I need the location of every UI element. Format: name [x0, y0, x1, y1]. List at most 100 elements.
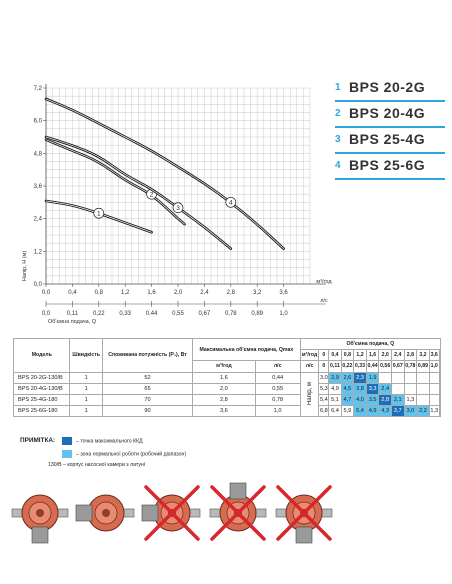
motor-housing	[31, 526, 49, 544]
legend-label: BPS 20-2G	[349, 79, 426, 95]
table-row: BPS 20-4G-130/В 1 65 2,0 0,55 5,3 4,9 4,5 3,8 3,3…	[12, 382, 442, 395]
col-model: Модель	[12, 338, 71, 373]
q-m3h: 1,2	[353, 349, 367, 362]
x2-tick-label: 0,89	[251, 311, 263, 317]
x-axis-label: Об'ємна подача, Q	[48, 319, 97, 325]
cell-head: 1,3	[403, 393, 418, 407]
cell-power: 52	[101, 371, 194, 384]
x2-tick-label: 0,44	[146, 311, 158, 317]
chart-curves: 1 2 3 4	[44, 97, 285, 250]
y-tick-label: 6,0	[34, 119, 43, 125]
cell-model: BPS 20-2G-130/В	[12, 371, 71, 384]
motor-housing	[295, 526, 313, 544]
note-text: – точка максимального ККД	[76, 438, 143, 445]
curve-label-1: 1	[97, 210, 101, 217]
x2-tick-label: 0,78	[225, 311, 237, 317]
x-tick-label: 2,0	[174, 290, 183, 296]
legend-item: 1 BPS 20-2G	[335, 79, 445, 102]
curve-highlight-2	[45, 139, 185, 225]
cross-line	[276, 485, 332, 541]
notes-title: ПРИМІТКА:	[20, 437, 56, 444]
motor-housing	[141, 504, 159, 522]
q-ls: 0,33	[353, 360, 367, 373]
cell-model: BPS 20-4G-130/В	[12, 382, 71, 395]
max-efficiency-swatch	[62, 437, 72, 445]
cell-head: 4,3	[378, 405, 392, 418]
legend-label: BPS 25-4G	[349, 131, 426, 147]
cell-head: 3,7	[390, 405, 405, 418]
x2-tick-label: 0,11	[67, 311, 79, 317]
cell-speed: 1	[69, 393, 103, 407]
curve-label-3: 3	[176, 205, 180, 212]
x2-tick-label: 0,67	[199, 311, 211, 317]
motor	[31, 526, 49, 544]
cell-head	[378, 371, 392, 384]
note-normal-zone: – зона нормальної роботи (робочий діапаз…	[62, 450, 186, 458]
note-text: – зона нормальної роботи (робочий діапаз…	[76, 451, 187, 458]
pump-hub	[36, 509, 44, 517]
legend-item: 2 BPS 20-4G	[335, 105, 445, 128]
cell-head	[416, 371, 430, 384]
motor	[75, 504, 93, 522]
cell-model: BPS 25-4G-180	[12, 393, 71, 407]
performance-chart: 1 2 3 4 0,0 1,2 2,4 3,6 4,8 6,0 7,2 0,0 0,4 0,8 1,2 1,…	[22, 84, 332, 325]
cell-head: 4,0	[353, 393, 367, 407]
x-unit-primary: м³/год	[316, 279, 332, 285]
q-m3h: 1,6	[365, 349, 380, 362]
q-ls: 0	[318, 360, 330, 373]
chart-labels: 0,0 1,2 2,4 3,6 4,8 6,0 7,2 0,0 0,4 0,8 1,2 1,6 2,0 2…	[22, 86, 332, 325]
legend-number: 4	[335, 160, 341, 171]
q-m3h: 3,2	[416, 349, 430, 362]
head-label: Напір, м	[306, 381, 313, 405]
cell-head	[428, 382, 440, 395]
cell-head: 2,4	[378, 382, 392, 395]
cell-qmax-m3h: 2,0	[192, 382, 256, 395]
spacer	[438, 382, 442, 395]
curve-highlight-3	[45, 136, 232, 249]
cross-line	[144, 485, 200, 541]
x-unit-secondary: л/с	[320, 298, 328, 304]
q-m3h: 2,0	[378, 349, 392, 362]
x-tick-label: 1,6	[147, 290, 156, 296]
curve-marker-4	[225, 196, 237, 208]
cell-head: 1,3	[428, 405, 440, 418]
motor	[141, 504, 159, 522]
cell-model: BPS 25-6G-180	[12, 405, 71, 418]
cell-power: 90	[101, 405, 194, 418]
cell-head	[403, 382, 418, 395]
cell-qmax-ls: 0,55	[254, 382, 301, 395]
spec-table: Модель Швидкість Споживана потужність (P₁)…	[12, 337, 442, 418]
cell-qmax-ls: 1,0	[254, 405, 301, 418]
cell-qmax-m3h: 1,6	[192, 371, 256, 384]
cell-head: 3,0	[318, 371, 330, 384]
cell-head: 3,5	[365, 393, 380, 407]
installation-positions	[11, 482, 333, 544]
cell-head	[428, 393, 440, 407]
table-row: BPS 20-2G-130/В 1 52 1,6 0,44 Напір, м 3,0 2,9 2…	[12, 371, 442, 418]
normal-zone-swatch	[62, 450, 72, 458]
q-m3h: 0	[318, 349, 330, 362]
pump-shaft-vertical-icon	[141, 485, 201, 541]
notes: ПРИМІТКА:	[20, 437, 55, 444]
q-ls: 0,11	[328, 360, 342, 373]
legend-item: 4 BPS 25-6G	[335, 157, 445, 180]
q-ls: 0,78	[403, 360, 418, 373]
cell-qmax-ls: 0,78	[254, 393, 301, 407]
cell-head	[390, 371, 405, 384]
unit-m3h: м³/год	[299, 349, 320, 362]
motor-housing	[75, 504, 93, 522]
cell-qmax-ls: 0,44	[254, 371, 301, 384]
curve-label-2: 2	[150, 191, 154, 198]
cell-power: 70	[101, 393, 194, 407]
y-tick-label: 2,4	[34, 217, 43, 223]
cell-head	[428, 371, 440, 384]
x-tick-label: 1,2	[121, 290, 130, 296]
q-m3h: 2,4	[390, 349, 405, 362]
curve-label-4: 4	[229, 200, 233, 207]
y-tick-label: 4,8	[34, 151, 43, 157]
col-maxflow: Максимальна об'ємна подача, Qmax	[192, 337, 301, 362]
cell-qmax-m3h: 2,8	[192, 393, 256, 407]
x-tick-label: 0,8	[95, 290, 104, 296]
q-ls: 0,67	[390, 360, 405, 373]
x2-tick-label: 1,0	[279, 311, 288, 317]
